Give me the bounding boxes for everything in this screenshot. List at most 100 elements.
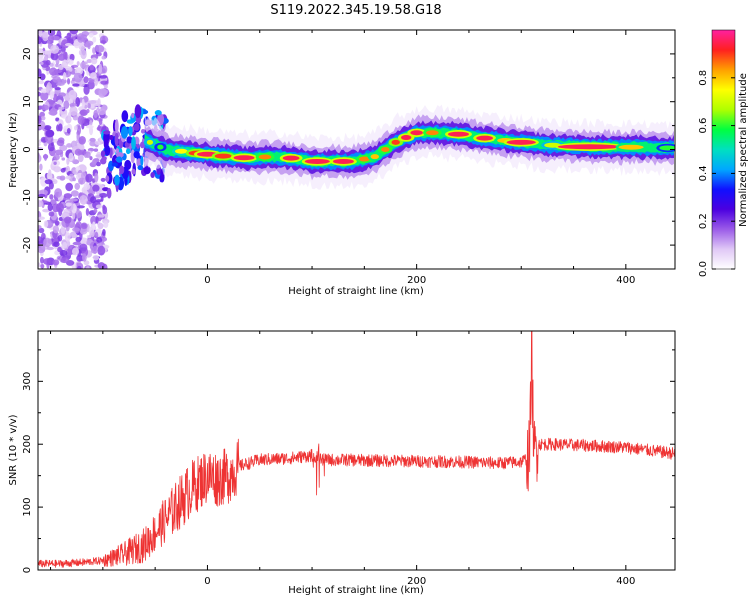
spectrogram-blob — [104, 144, 111, 157]
spectrogram-peak-core — [448, 131, 469, 137]
spectrogram-noise-blob — [43, 125, 52, 131]
spectrogram-noise-blob — [52, 75, 61, 83]
colorbar-tick-label: 0.8 — [698, 70, 709, 86]
spectrogram-blob — [100, 150, 106, 158]
spectrogram-noise-blob — [85, 173, 93, 183]
spectrogram-noise-blob — [58, 123, 63, 132]
spectrogram-noise-blob — [52, 259, 60, 266]
spectrogram-noise-blob — [39, 73, 46, 81]
spectrogram-noise-blob — [94, 172, 99, 183]
spectrogram-noise-blob — [59, 249, 68, 256]
spectrogram-noise-blob — [81, 98, 85, 109]
spectrogram-noise-blob — [67, 112, 72, 122]
spectrogram-noise-blob — [55, 220, 60, 226]
spectrogram-noise-blob — [56, 82, 65, 86]
spectrogram-noise-blob — [98, 63, 103, 74]
spectrogram-noise-blob — [90, 196, 97, 204]
spectrogram-noise-blob — [48, 169, 52, 177]
spectrogram-noise-blob — [89, 156, 93, 161]
spectrogram-noise-blob — [83, 182, 91, 191]
spectrogram-noise-blob — [58, 234, 63, 242]
spectrogram-peak-core — [506, 139, 536, 145]
spectrogram-blob — [140, 129, 146, 134]
spectrogram-noise-blob — [58, 92, 66, 97]
spectrogram-blob — [109, 147, 113, 159]
snr-frame — [37, 330, 676, 571]
spectrogram-peak-core — [304, 158, 330, 164]
spectrogram-noise-blob — [98, 118, 103, 126]
spectrogram-noise-blob — [88, 79, 96, 83]
spectrogram-noise-blob — [92, 254, 100, 261]
spectrogram-noise-blob — [90, 215, 98, 225]
spectrogram-noise-blob — [47, 35, 55, 42]
spectrogram-noise-blob — [56, 202, 64, 213]
spectrogram-noise-blob — [92, 221, 96, 230]
spectrogram-noise-blob — [89, 119, 93, 126]
spectrogram-noise-blob — [66, 78, 71, 85]
spectrogram-noise-blob — [38, 80, 44, 85]
spectrogram-noise-blob — [38, 154, 42, 163]
spectrogram-noise-blob — [72, 115, 79, 121]
spectrogram-noise-blob — [64, 216, 72, 224]
spectrogram-blob — [99, 157, 107, 165]
spectrogram-y-tick-label: -20 — [22, 237, 33, 253]
spectrogram-noise-blob — [97, 98, 101, 108]
spectrogram-noise-blob — [96, 214, 105, 218]
figure-title: S119.2022.345.19.58.G18 — [270, 3, 441, 18]
spectrogram-peak-core — [557, 144, 621, 150]
spectrogram-noise-blob — [77, 115, 85, 125]
spectrogram-noise-blob — [95, 199, 102, 203]
spectrogram-blob — [109, 134, 114, 141]
spectrogram-peak-core — [426, 130, 439, 136]
spectrogram-noise-blob — [60, 168, 66, 173]
spectrogram-noise-blob — [95, 44, 105, 53]
spectrogram-noise-blob — [100, 80, 109, 85]
spectrogram-noise-blob — [48, 110, 58, 116]
spectrogram-noise-blob — [78, 135, 86, 145]
spectrogram-blob — [111, 162, 118, 167]
spectrogram-noise-blob — [68, 198, 78, 202]
spectrogram-noise-blob — [78, 42, 86, 51]
spectrogram-blob — [120, 126, 129, 139]
spectrogram-noise-blob — [71, 190, 79, 197]
spectrogram-noise-blob — [75, 236, 82, 243]
spectrogram-peak-core — [175, 148, 188, 154]
spectrogram-noise-blob — [65, 175, 71, 180]
spectrogram-noise-blob — [67, 36, 73, 43]
spectrogram-noise-blob — [91, 159, 97, 165]
spectrogram-peak-core — [157, 144, 164, 150]
spectrogram-blob — [114, 132, 119, 147]
spectrogram-noise-blob — [38, 243, 46, 254]
spectrogram-noise-blob — [85, 124, 94, 129]
spectrogram-noise-blob — [77, 33, 85, 43]
spectrogram-noise-blob — [100, 177, 106, 182]
spectrogram-blob — [124, 174, 128, 187]
spectrogram-noise-blob — [78, 177, 86, 185]
spectrogram-noise-blob — [84, 104, 88, 109]
spectrogram-noise-blob — [76, 61, 80, 66]
spectrogram-blob — [106, 187, 112, 199]
spectrogram-peak-core — [370, 154, 379, 160]
spectrogram-noise-blob — [40, 264, 45, 269]
spectrogram-blob — [154, 110, 162, 116]
spectrogram-x-label: Height of straight line (km) — [288, 286, 424, 297]
spectrogram-noise-blob — [82, 253, 87, 262]
spectrogram-noise-blob — [53, 241, 60, 248]
colorbar-scale — [711, 29, 736, 270]
spectrogram-noise-blob — [71, 247, 80, 256]
snr-x-label: Height of straight line (km) — [288, 585, 424, 596]
spectrogram-noise-blob — [80, 222, 88, 230]
spectrogram-noise-blob — [94, 195, 101, 199]
spectrogram-noise-blob — [85, 40, 94, 46]
spectrogram-blob — [121, 110, 129, 123]
spectrogram-ridge-band — [144, 126, 674, 168]
spectrogram-blob — [136, 158, 142, 167]
spectrogram-noise-blob — [54, 149, 64, 155]
colorbar-tick-label: 0.6 — [698, 118, 709, 134]
spectrogram-y-tick-label: -10 — [22, 189, 33, 205]
spectrogram-noise-blob — [87, 43, 91, 50]
spectrogram-noise-blob — [100, 40, 107, 44]
spectrogram-y-tick-label: 0 — [22, 146, 33, 152]
snr-y-label: SNR (10 * v/v) — [8, 414, 19, 485]
spectrogram-noise-blob — [89, 64, 95, 71]
